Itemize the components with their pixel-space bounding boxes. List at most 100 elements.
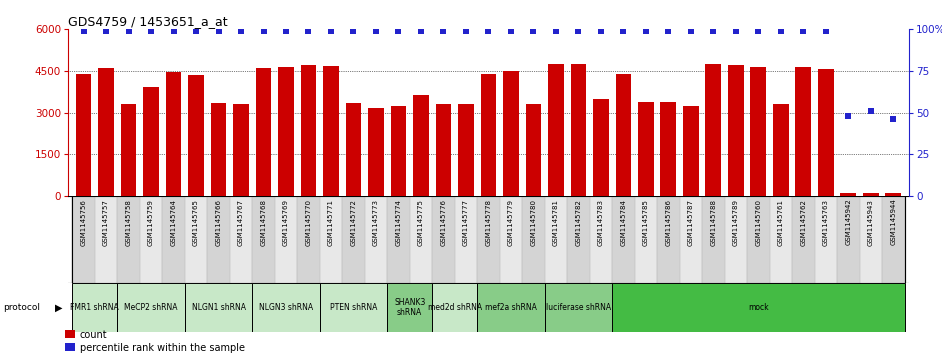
Bar — [414, 95, 429, 196]
Bar — [300, 65, 317, 196]
Bar — [365, 196, 387, 283]
Bar — [615, 74, 631, 196]
Bar — [728, 65, 744, 196]
Point — [234, 28, 249, 34]
Point — [391, 28, 406, 34]
Bar — [544, 196, 567, 283]
FancyBboxPatch shape — [319, 283, 387, 332]
Text: GSM1145778: GSM1145778 — [485, 199, 492, 246]
Bar — [121, 104, 137, 196]
Point — [819, 28, 834, 34]
Bar — [162, 196, 185, 283]
Point — [863, 108, 878, 114]
Bar — [118, 196, 139, 283]
Bar — [885, 193, 901, 196]
Bar — [252, 196, 275, 283]
Bar — [792, 196, 815, 283]
FancyBboxPatch shape — [544, 283, 612, 332]
Bar — [882, 196, 904, 283]
Text: GSM1145783: GSM1145783 — [598, 199, 604, 246]
Point — [99, 28, 114, 34]
Point — [459, 28, 474, 34]
Bar — [391, 106, 406, 196]
Text: GSM1145758: GSM1145758 — [125, 199, 132, 245]
Text: SHANK3
shRNA: SHANK3 shRNA — [394, 298, 426, 317]
Text: GSM1145759: GSM1145759 — [148, 199, 154, 245]
Point — [683, 28, 698, 34]
Bar — [683, 106, 699, 196]
Text: GSM1145769: GSM1145769 — [283, 199, 289, 246]
Bar — [233, 103, 249, 196]
Bar — [612, 196, 635, 283]
Text: GSM1145766: GSM1145766 — [216, 199, 221, 246]
Text: GSM1145771: GSM1145771 — [328, 199, 334, 246]
FancyBboxPatch shape — [478, 283, 544, 332]
Bar — [255, 68, 271, 196]
Text: GSM1145768: GSM1145768 — [261, 199, 267, 246]
Text: mef2a shRNA: mef2a shRNA — [485, 303, 537, 312]
Point — [188, 28, 203, 34]
Point — [323, 28, 338, 34]
Bar — [75, 74, 91, 196]
Text: GSM1145777: GSM1145777 — [463, 199, 469, 246]
Point — [436, 28, 451, 34]
Text: GSM1145785: GSM1145785 — [642, 199, 649, 245]
Point — [616, 28, 631, 34]
Text: PTEN shRNA: PTEN shRNA — [330, 303, 377, 312]
Point — [256, 28, 271, 34]
Text: GSM1145942: GSM1145942 — [845, 199, 852, 245]
Text: GSM1145762: GSM1145762 — [801, 199, 806, 245]
Point — [76, 28, 91, 34]
Point — [706, 28, 721, 34]
Text: GSM1145773: GSM1145773 — [373, 199, 379, 246]
Bar — [724, 196, 747, 283]
Bar — [298, 196, 319, 283]
Bar — [410, 196, 432, 283]
Text: FMR1 shRNA: FMR1 shRNA — [71, 303, 120, 312]
Text: GDS4759 / 1453651_a_at: GDS4759 / 1453651_a_at — [68, 15, 227, 28]
Bar — [571, 64, 586, 196]
Bar — [837, 196, 859, 283]
Text: GSM1145789: GSM1145789 — [733, 199, 739, 246]
Point — [503, 28, 518, 34]
Point — [143, 28, 158, 34]
Bar — [548, 64, 563, 196]
Bar — [435, 104, 451, 196]
Text: GSM1145770: GSM1145770 — [305, 199, 312, 246]
Point — [121, 28, 136, 34]
Point — [480, 28, 495, 34]
Text: GSM1145782: GSM1145782 — [576, 199, 581, 245]
FancyBboxPatch shape — [118, 283, 185, 332]
Bar — [323, 66, 339, 196]
Bar — [478, 196, 499, 283]
Text: GSM1145767: GSM1145767 — [238, 199, 244, 246]
Point — [279, 28, 294, 34]
Bar — [590, 196, 612, 283]
Bar — [503, 72, 519, 196]
Text: GSM1145776: GSM1145776 — [441, 199, 447, 246]
Bar — [660, 102, 676, 196]
FancyBboxPatch shape — [252, 283, 319, 332]
Text: GSM1145944: GSM1145944 — [890, 199, 896, 245]
Text: GSM1145757: GSM1145757 — [103, 199, 109, 245]
Bar — [770, 196, 792, 283]
Point — [368, 28, 383, 34]
Bar — [773, 104, 788, 196]
Bar — [275, 196, 298, 283]
Text: GSM1145775: GSM1145775 — [418, 199, 424, 245]
Bar — [679, 196, 702, 283]
FancyBboxPatch shape — [73, 283, 118, 332]
Bar — [73, 196, 95, 283]
Bar — [166, 72, 182, 196]
Bar — [702, 196, 724, 283]
Bar — [526, 104, 542, 196]
Text: GSM1145772: GSM1145772 — [350, 199, 356, 245]
Bar — [319, 196, 342, 283]
Bar — [658, 196, 679, 283]
Bar — [795, 68, 811, 196]
Bar — [188, 75, 203, 196]
Text: NLGN1 shRNA: NLGN1 shRNA — [191, 303, 246, 312]
Bar — [432, 196, 455, 283]
Bar — [346, 103, 362, 196]
Bar — [706, 64, 722, 196]
